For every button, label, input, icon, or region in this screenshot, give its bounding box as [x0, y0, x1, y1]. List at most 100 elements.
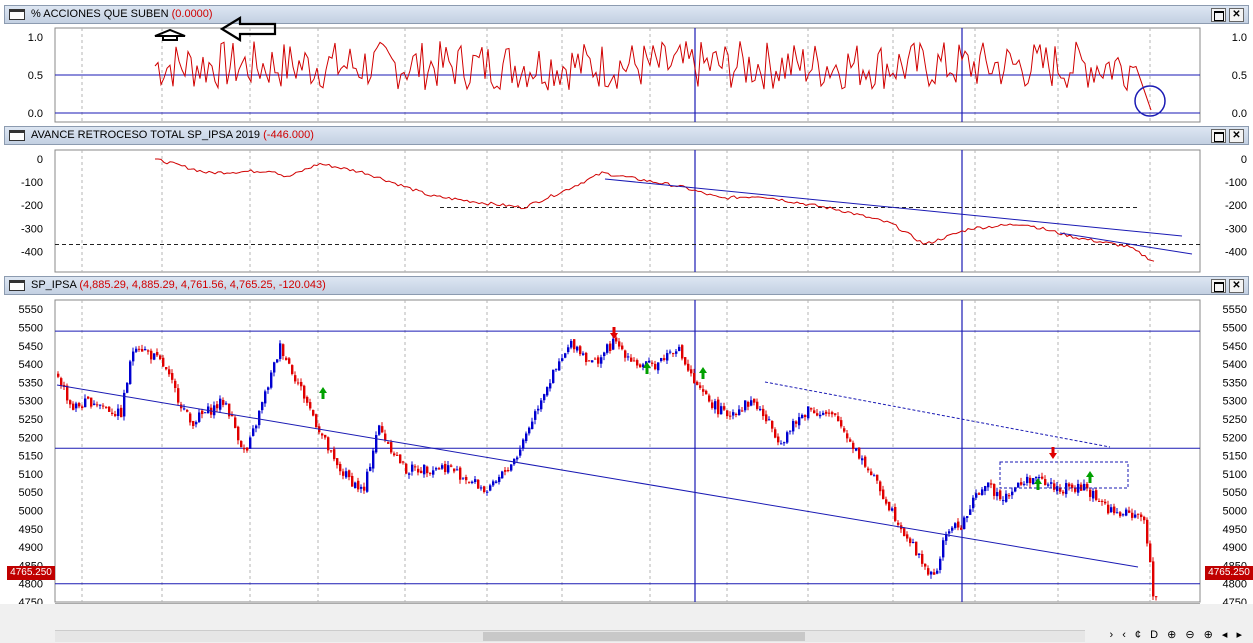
candle-body — [117, 408, 120, 417]
candle-body — [990, 483, 993, 485]
candle-body — [615, 337, 618, 342]
candle-body — [567, 347, 570, 353]
candle-body — [1107, 504, 1110, 514]
candle-body — [813, 410, 816, 414]
candle-body — [339, 464, 342, 472]
y-tick-label-right: 5200 — [1223, 432, 1247, 444]
maximize-button[interactable] — [1211, 8, 1226, 22]
candle-body — [684, 357, 687, 365]
candle-body — [483, 486, 486, 493]
panel-sp-ipsa: SP_IPSA (4,885.29, 4,885.29, 4,761.56, 4… — [0, 276, 1253, 604]
candle-body — [321, 433, 324, 436]
maximize-button[interactable] — [1211, 129, 1226, 143]
candle-body — [657, 362, 660, 371]
candle-body — [99, 404, 102, 406]
candle-body — [546, 387, 549, 396]
y-tick-label-left: 5450 — [19, 341, 43, 353]
panel-titlebar[interactable]: AVANCE RETROCESO TOTAL SP_IPSA 2019 (-44… — [4, 126, 1249, 145]
candle-body — [849, 439, 852, 442]
candle-body — [876, 474, 879, 481]
candle-body — [522, 439, 525, 449]
candle-body — [57, 373, 60, 377]
y-tick-label-left: 5300 — [19, 396, 43, 408]
candle-body — [1038, 477, 1041, 479]
y-tick-label-left: 5400 — [19, 359, 43, 371]
scrollbar-thumb[interactable] — [483, 632, 805, 641]
horizontal-scrollbar[interactable] — [55, 630, 1085, 642]
candle-body — [171, 373, 174, 380]
candle-body — [393, 453, 396, 456]
candle-body — [933, 572, 936, 575]
candle-body — [675, 351, 678, 354]
candle-body — [633, 360, 636, 362]
candle-body — [882, 489, 885, 499]
close-button[interactable]: ✕ — [1229, 129, 1244, 143]
panel-titlebar[interactable]: % ACCIONES QUE SUBEN (0.0000) ✕ — [4, 5, 1249, 24]
candle-body — [129, 361, 132, 384]
candle-body — [819, 414, 822, 417]
candle-body — [738, 409, 741, 416]
candle-body — [777, 436, 780, 443]
candle-body — [357, 480, 360, 490]
candle-body — [102, 405, 105, 407]
candle-body — [192, 421, 195, 427]
candle-body — [534, 411, 537, 420]
y-tick-label-right: 5250 — [1223, 414, 1247, 426]
candle-body — [174, 380, 177, 389]
candle-body — [120, 407, 123, 418]
close-button[interactable]: ✕ — [1229, 279, 1244, 293]
candle-body — [525, 433, 528, 441]
candle-body — [267, 387, 270, 390]
candle-body — [831, 412, 834, 415]
sell-signal-arrow — [1049, 447, 1057, 459]
candle-body — [618, 341, 621, 347]
candle-body — [789, 430, 792, 432]
candle-body — [450, 465, 453, 467]
candle-body — [1068, 483, 1071, 487]
y-tick-label-right: 5550 — [1223, 304, 1247, 316]
candle-body — [108, 406, 111, 412]
candle-body — [465, 476, 468, 481]
candle-body — [69, 400, 72, 405]
candle-body — [810, 408, 813, 410]
candle-body — [66, 385, 69, 401]
candle-body — [258, 410, 261, 426]
candle-body — [942, 540, 945, 558]
candle-body — [207, 406, 210, 414]
y-tick-label-right: 4900 — [1223, 542, 1247, 554]
maximize-button[interactable] — [1211, 279, 1226, 293]
candle-body — [762, 408, 765, 417]
candle-body — [846, 433, 849, 439]
candle-body — [204, 412, 207, 414]
candle-body — [1131, 512, 1134, 518]
candle-body — [927, 568, 930, 575]
candle-body — [852, 442, 855, 450]
candle-body — [456, 469, 459, 471]
y-tick-label-right: 5100 — [1223, 469, 1247, 481]
candle-body — [636, 360, 639, 366]
candle-body — [429, 472, 432, 474]
panel-titlebar[interactable]: SP_IPSA (4,885.29, 4,885.29, 4,761.56, 4… — [4, 276, 1249, 295]
buy-signal-arrow — [319, 387, 327, 399]
trendline — [1059, 232, 1193, 255]
close-button[interactable]: ✕ — [1229, 8, 1244, 22]
candle-body — [693, 373, 696, 384]
candle-body — [501, 471, 504, 479]
chart-toolbar[interactable]: › ‹ ¢ D ⊕ ⊖ ⊕ ◂ ▸ — [1109, 629, 1245, 641]
candle-body — [645, 361, 648, 365]
y-tick-label-right: 0 — [1241, 154, 1247, 166]
candle-body — [216, 404, 219, 409]
candle-body — [1029, 477, 1032, 484]
candle-body — [435, 468, 438, 470]
candle-body — [651, 362, 654, 364]
candle-body — [135, 348, 138, 352]
candle-body — [612, 339, 615, 350]
y-tick-label-left: -200 — [21, 200, 43, 212]
y-tick-label-right: 5300 — [1223, 396, 1247, 408]
candle-body — [732, 412, 735, 416]
candle-body — [201, 410, 204, 415]
candle-body — [354, 482, 357, 489]
candle-body — [603, 352, 606, 357]
buy-signal-arrow — [1086, 471, 1094, 483]
